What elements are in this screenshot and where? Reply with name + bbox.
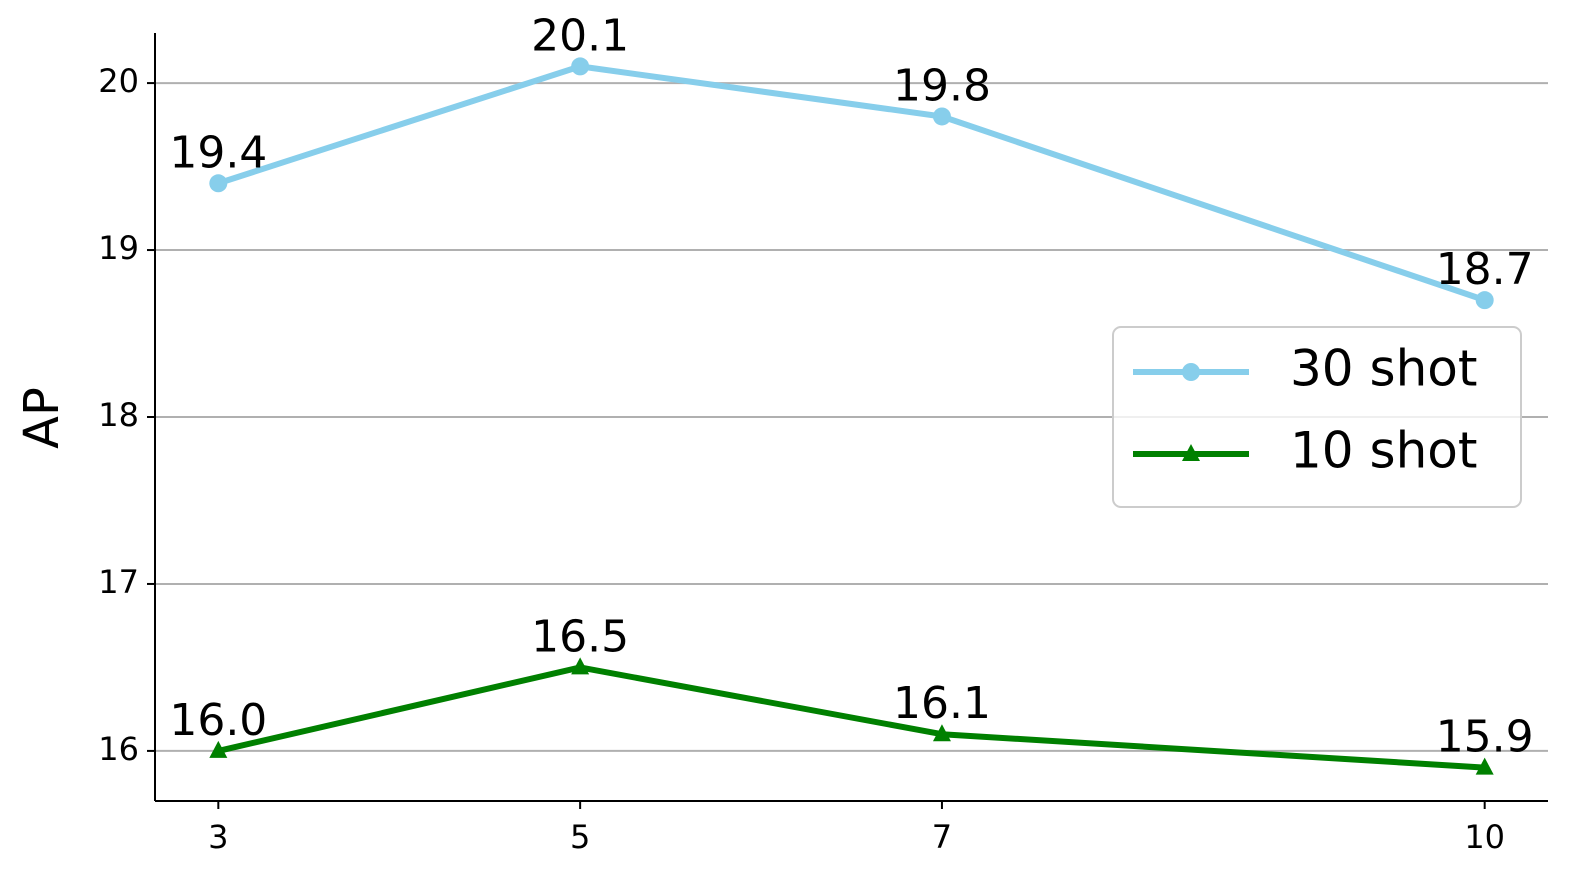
series-line	[217, 664, 1485, 771]
data-label: 18.7	[1436, 244, 1534, 295]
y-tick-label: 19	[98, 229, 139, 267]
data-label: 19.4	[169, 127, 267, 178]
legend: 30 shot 10 shot	[1112, 326, 1522, 508]
legend-label: 30 shot	[1290, 340, 1477, 398]
x-tick-label: 5	[570, 818, 590, 856]
marker	[209, 174, 228, 193]
series-line	[217, 63, 1486, 303]
marker	[1182, 444, 1200, 461]
marker	[209, 740, 228, 758]
y-tick-label: 20	[98, 62, 139, 100]
y-tick-label: 17	[98, 563, 139, 601]
marker	[1475, 757, 1494, 775]
y-tick-label: 18	[98, 396, 139, 434]
y-axis-label: AP	[14, 387, 70, 449]
marker	[932, 724, 951, 742]
marker	[571, 57, 590, 76]
marker	[1182, 363, 1200, 381]
marker	[932, 107, 951, 126]
x-tick-label: 10	[1464, 818, 1505, 856]
data-label: 16.1	[893, 678, 991, 729]
legend-label: 10 shot	[1290, 422, 1477, 480]
data-label: 20.1	[531, 10, 629, 61]
y-tick-label: 16	[98, 730, 139, 768]
data-label: 16.0	[169, 695, 267, 746]
marker	[571, 657, 590, 675]
x-tick-label: 3	[208, 818, 228, 856]
data-label: 16.5	[531, 611, 629, 662]
data-label: 15.9	[1436, 712, 1534, 763]
x-tick-label: 7	[932, 818, 952, 856]
marker	[1475, 291, 1494, 310]
data-label: 19.8	[893, 60, 991, 111]
